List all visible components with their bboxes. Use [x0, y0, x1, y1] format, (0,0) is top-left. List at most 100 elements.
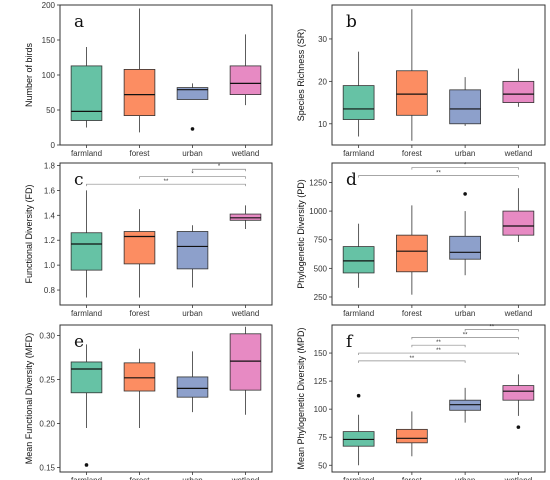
x-tick-label: urban — [455, 149, 475, 158]
box-wetland — [229, 205, 262, 230]
box-wetland — [502, 188, 535, 243]
x-tick-label: wetland — [504, 309, 533, 318]
iqr-box — [396, 428, 428, 444]
x-tick-label: forest — [129, 149, 150, 158]
y-tick-label: 200 — [42, 1, 56, 10]
y-tick-label: 500 — [314, 264, 328, 273]
panel-letter: c — [74, 170, 84, 190]
significance-bracket: ** — [86, 179, 246, 187]
y-tick-label: 0.15 — [39, 464, 55, 473]
box-urban — [176, 225, 209, 288]
bracket-line — [192, 168, 246, 172]
box-urban — [449, 192, 481, 276]
significance-bracket: ** — [358, 171, 519, 178]
box-farmland — [70, 344, 103, 467]
y-tick-label: 150 — [314, 349, 328, 358]
iqr-box — [502, 80, 535, 103]
x-tick-label: forest — [402, 149, 423, 158]
iqr-box — [342, 85, 375, 120]
y-tick-label: 1.8 — [44, 161, 56, 170]
x-tick-label: farmland — [71, 476, 102, 480]
panel-a: 0 50 100 150 200 Number of birds farmland fores… — [24, 1, 273, 158]
y-tick-label: 750 — [314, 236, 328, 245]
y-tick-label: 125 — [314, 377, 328, 386]
significance-bracket: * — [192, 164, 246, 172]
x-tick-label: forest — [129, 309, 150, 318]
y-axis-title: Phylogenetic Diversity (PD) — [296, 179, 306, 289]
y-tick-label: 30 — [318, 35, 327, 44]
iqr-box — [123, 69, 156, 117]
y-tick-label: 50 — [46, 106, 55, 115]
y-tick-label: 1000 — [309, 207, 327, 216]
box-wetland — [502, 374, 535, 429]
box-forest — [123, 8, 156, 133]
y-tick-label: 1.2 — [44, 236, 56, 245]
box-forest — [396, 205, 428, 295]
iqr-box — [449, 235, 481, 260]
box-forest — [123, 348, 156, 428]
x-tick-label: urban — [182, 476, 202, 480]
bracket-line — [411, 167, 519, 170]
y-tick-label: 100 — [314, 405, 328, 414]
iqr-box — [176, 376, 209, 398]
panel-frame — [331, 4, 546, 146]
bracket-line — [358, 175, 519, 178]
box-farmland — [342, 393, 375, 466]
x-tick-label: farmland — [343, 476, 374, 480]
bracket-line — [411, 336, 519, 340]
outlier-point — [190, 127, 195, 131]
bracket-line — [358, 360, 466, 363]
significance-label: ** — [463, 332, 468, 338]
box-farmland — [70, 47, 103, 128]
significance-label: * — [191, 172, 194, 178]
box-farmland — [342, 51, 375, 137]
y-tick-label: 0.25 — [39, 376, 55, 385]
x-tick-label: wetland — [504, 476, 533, 480]
y-axis-title: Mean Functional Diversity (MFD) — [24, 333, 34, 465]
x-tick-label: wetland — [231, 476, 260, 480]
bracket-line — [464, 329, 519, 332]
y-axis-title: Mean Phylogenetic Diversity (MPD) — [296, 327, 306, 469]
y-tick-label: 0.30 — [39, 332, 55, 341]
x-tick-label: forest — [402, 309, 423, 318]
x-tick-label: urban — [455, 309, 475, 318]
x-tick-label: wetland — [231, 149, 260, 158]
y-tick-label: 0.20 — [39, 420, 55, 429]
significance-bracket: ** — [358, 356, 466, 363]
panel-letter: a — [74, 12, 84, 32]
box-forest — [396, 9, 428, 141]
iqr-box — [123, 362, 156, 392]
iqr-box — [396, 234, 428, 273]
box-farmland — [70, 190, 103, 298]
significance-label: ** — [436, 340, 441, 346]
iqr-box — [449, 89, 481, 125]
box-urban — [449, 77, 481, 126]
outlier-point — [463, 192, 467, 196]
y-tick-label: 1.6 — [44, 186, 56, 195]
significance-label: * — [464, 163, 467, 169]
y-tick-label: 75 — [318, 433, 327, 442]
significance-bracket: ** — [411, 340, 466, 348]
y-axis-title: Number of birds — [24, 42, 34, 107]
outlier-point — [516, 425, 521, 429]
panel-e: 0.15 0.20 0.25 0.30 Mean Functional Diversit… — [24, 324, 273, 480]
outlier-point — [356, 393, 361, 398]
box-forest — [123, 209, 156, 298]
iqr-box — [229, 65, 262, 96]
y-axis-title: Functional Diversity (FD) — [24, 184, 34, 283]
y-tick-label: 20 — [318, 77, 327, 86]
box-urban — [449, 387, 481, 423]
significance-label: * — [218, 164, 221, 170]
iqr-box — [502, 385, 535, 401]
iqr-box — [176, 231, 209, 270]
outlier-point — [84, 463, 89, 467]
panel-letter: e — [74, 332, 84, 352]
panel-letter: b — [346, 12, 357, 32]
iqr-box — [70, 65, 103, 121]
y-tick-label: 1.0 — [44, 261, 56, 270]
y-tick-label: 0 — [51, 141, 56, 150]
x-tick-label: urban — [455, 476, 475, 480]
x-tick-label: farmland — [71, 309, 102, 318]
